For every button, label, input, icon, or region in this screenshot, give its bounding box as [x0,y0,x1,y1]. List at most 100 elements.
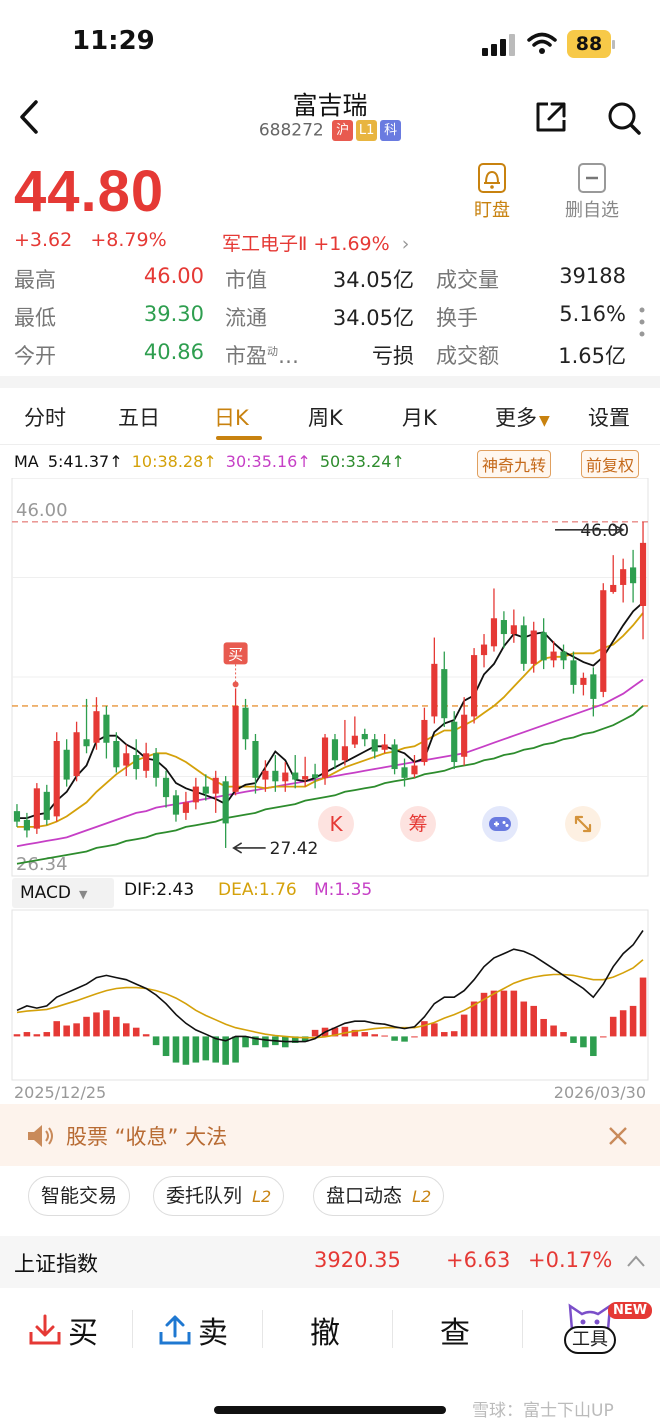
tab-daily-k[interactable]: 日K [214,406,249,430]
macd-bar [510,990,518,1037]
candle [580,672,587,696]
smart-trade-chip[interactable]: 智能交易 [28,1176,131,1216]
back-icon[interactable] [18,100,40,134]
candle-body [83,739,90,747]
order-queue-chip[interactable]: 委托队列 L2 [153,1176,285,1216]
candle-body [302,776,309,780]
candle-body [620,569,627,585]
k-icon-button[interactable]: K [318,806,354,842]
pe-sup: 动 [267,345,278,358]
sell-button[interactable]: 卖 [158,1308,268,1352]
candle [590,667,597,717]
order-book-label: 盘口动态 [326,1185,403,1207]
index-bar[interactable]: 上证指数 3920.35 +6.63 +0.17% [0,1236,660,1288]
cancel-query-divider [392,1310,393,1348]
candle-body [580,677,587,685]
stat-label-open: 今开 [14,344,56,368]
candle [471,648,478,724]
macd-bar [590,1036,597,1057]
buy-button[interactable]: 买 [28,1308,138,1352]
candle-body [341,746,348,761]
candle [600,583,607,698]
stat-value-low: 39.30 [143,302,204,326]
adjust-button[interactable]: 前复权 [581,450,640,478]
candlestick-chart[interactable]: 46.00 26.34 46.00 27.42 买 [0,478,660,878]
candle-body [242,707,249,740]
macd-bar [431,1023,438,1037]
stat-label-float: 流通 [225,306,267,330]
chip-distribution-button[interactable]: 筹 [400,806,436,842]
banner-text: 股票 “收息” 大法 [66,1125,228,1149]
watch-button[interactable]: 盯盘 [468,162,516,222]
search-icon[interactable] [606,100,642,136]
candle [123,744,130,777]
y-bottom-label: 26.34 [16,854,68,875]
candle-body [391,744,398,770]
candle [480,634,488,668]
macd-bar [252,1036,259,1046]
tab-five-day[interactable]: 五日 [118,406,160,430]
remove-watchlist-button[interactable]: 删自选 [560,162,624,222]
macd-bar [83,1016,90,1037]
candle [162,770,170,808]
macd-bar [33,1034,41,1037]
candle [23,812,30,838]
tab-more[interactable]: 更多 ▼ [495,402,550,432]
macd-selector[interactable]: MACD ▼ [12,878,114,908]
nine-turn-button[interactable]: 神奇九转 [477,450,552,478]
candle [630,549,637,603]
candle [172,790,180,822]
candle [282,762,289,792]
candle [520,616,527,671]
index-value: 3920.35 [314,1248,401,1272]
promo-banner[interactable]: 股票 “收息” 大法 [0,1104,660,1166]
stat-label-high: 最高 [14,268,56,292]
share-icon[interactable] [534,100,568,134]
tab-intraday[interactable]: 分时 [24,406,66,430]
candle [242,698,249,750]
query-button[interactable]: 查 [440,1316,470,1351]
tools-button[interactable]: 工具 [560,1300,620,1358]
candle-body [113,740,120,768]
macd-bar [43,1032,51,1037]
expand-button[interactable] [565,806,601,842]
candle-body [123,753,130,766]
cancel-order-button[interactable]: 撤 [310,1316,340,1351]
candle-body [560,651,567,661]
candle-body [103,714,110,743]
candle [371,733,378,759]
tab-monthly-k[interactable]: 月K [402,406,437,430]
candle [411,755,418,778]
candle-body [212,777,219,794]
order-queue-label: 委托队列 [166,1185,243,1207]
stock-code: 688272 [258,120,324,141]
candle-body [143,753,150,771]
candle-body [401,767,408,778]
close-icon[interactable] [608,1126,628,1146]
candle [93,697,100,750]
sell-label: 卖 [198,1316,228,1351]
speaker-icon [28,1125,53,1147]
candle-body [570,660,577,685]
macd-dea: DEA:1.76 [218,880,297,900]
candle [540,618,547,670]
candle [302,756,309,787]
more-vertical-icon[interactable] [638,306,646,338]
bell-icon [478,163,506,193]
tab-settings[interactable]: 设置 [588,406,630,430]
buy-marker-label: 买 [228,645,243,663]
candle [391,739,398,775]
gamepad-button[interactable] [482,806,518,842]
buy-marker-dot [232,681,239,688]
order-queue-badge: L2 [252,1187,272,1206]
candle-body [590,674,597,699]
macd-chart[interactable]: 2025/12/25 2026/03/30 [0,908,660,1103]
chevron-up-icon[interactable] [626,1254,646,1268]
candle-body [321,737,329,778]
index-pct: +0.17% [528,1248,613,1272]
candle [153,748,160,787]
industry-link[interactable]: 军工电子Ⅱ +1.69% › [222,229,409,256]
order-book-chip[interactable]: 盘口动态 L2 [313,1176,445,1216]
price-change: +3.62 +8.79% [14,229,167,251]
tab-weekly-k[interactable]: 周K [308,406,343,430]
